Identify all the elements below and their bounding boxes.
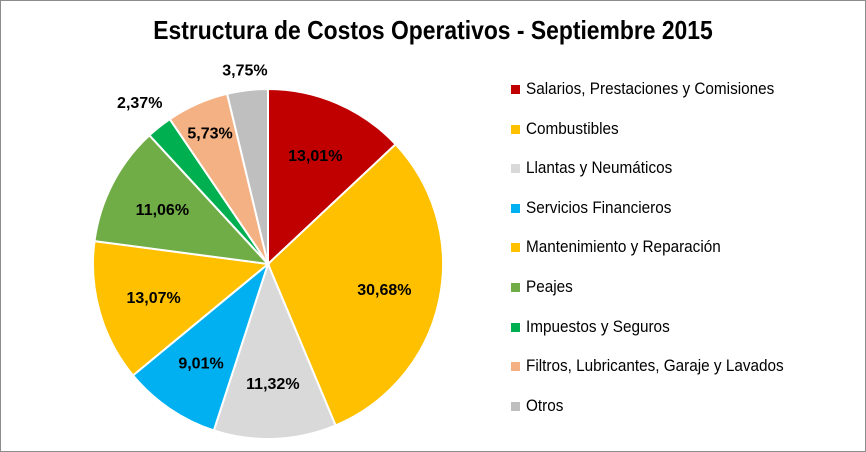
legend-swatch — [511, 203, 520, 213]
data-label: 3,75% — [222, 62, 267, 79]
legend-item: Impuestos y Seguros — [511, 317, 812, 357]
legend-label: Combustibles — [526, 118, 619, 138]
pie-slice — [92, 239, 271, 377]
data-label: 11,32% — [246, 376, 299, 393]
pie-slice — [267, 87, 398, 267]
legend-item: Salarios, Prestaciones y Comisiones — [511, 79, 812, 119]
legend-swatch — [511, 322, 520, 332]
data-label: 5,73% — [187, 126, 232, 143]
legend-item: Mantenimiento y Reparación — [511, 237, 812, 277]
pie-slice — [225, 87, 269, 265]
legend-swatch — [511, 85, 520, 94]
legend-swatch — [511, 164, 520, 174]
legend: Salarios, Prestaciones y Comisiones Combu… — [511, 79, 812, 435]
legend-swatch — [511, 124, 520, 134]
legend-swatch — [511, 362, 520, 372]
legend-label: Mantenimiento y Reparación — [526, 237, 721, 257]
legend-swatch — [511, 282, 520, 292]
legend-swatch — [511, 243, 520, 253]
legend-label: Servicios Financieros — [526, 197, 672, 217]
data-label: 13,07% — [126, 290, 180, 307]
legend-item: Llantas y Neumáticos — [511, 158, 812, 198]
legend-label: Otros — [526, 395, 564, 415]
legend-label: Llantas y Neumáticos — [526, 158, 673, 178]
data-label: 30,68% — [357, 282, 411, 299]
legend-label: Filtros, Lubricantes, Garaje y Lavados — [526, 356, 784, 376]
data-label: 11,06% — [136, 202, 189, 219]
pie-slice — [212, 261, 337, 440]
legend-item: Peajes — [511, 277, 812, 317]
pie-slice — [93, 133, 271, 266]
pie-slice — [131, 261, 271, 432]
legend-swatch — [511, 401, 520, 411]
pie-slice — [266, 142, 444, 427]
legend-label: Impuestos y Seguros — [526, 316, 670, 336]
legend-label: Peajes — [526, 276, 573, 296]
chart-title: Estructura de Costos Operativos - Septie… — [153, 15, 713, 45]
legend-item: Otros — [511, 396, 812, 436]
legend-item: Filtros, Lubricantes, Garaje y Lavados — [511, 356, 812, 396]
legend-label: Salarios, Prestaciones y Comisiones — [526, 79, 775, 98]
data-label: 9,01% — [178, 355, 223, 372]
legend-item: Combustibles — [511, 119, 812, 159]
legend-item: Servicios Financieros — [511, 198, 812, 238]
data-label: 13,01% — [288, 148, 342, 165]
data-label: 2,37% — [117, 95, 162, 112]
